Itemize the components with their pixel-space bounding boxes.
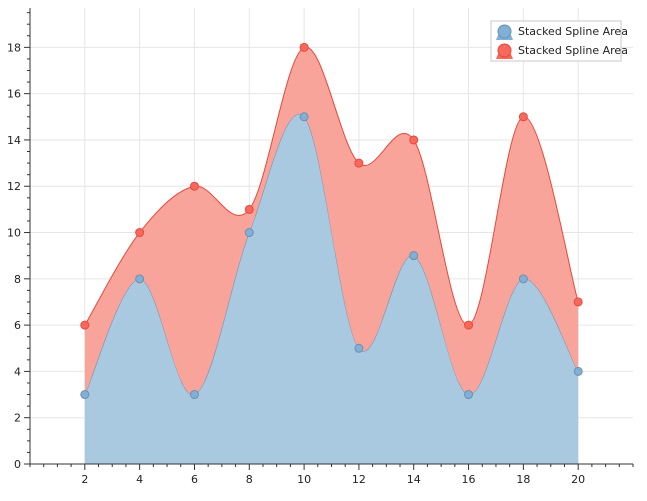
x-tick-label-0: 2 xyxy=(81,473,88,486)
y-tick-label-5: 10 xyxy=(7,227,21,240)
data-point-series-2 xyxy=(409,135,419,145)
data-point-series-1 xyxy=(80,390,90,400)
data-point-series-2 xyxy=(299,42,309,52)
data-point-series-2 xyxy=(244,204,254,214)
data-point-series-2 xyxy=(464,320,474,330)
data-point-series-1 xyxy=(299,112,309,122)
x-tick-label-2: 6 xyxy=(191,473,198,486)
y-tick-label-7: 14 xyxy=(7,134,21,147)
data-point-series-2 xyxy=(189,181,199,191)
x-tick-label-3: 8 xyxy=(246,473,253,486)
y-tick-label-4: 8 xyxy=(14,273,21,286)
y-tick-label-9: 18 xyxy=(7,41,21,54)
legend-label-series-2: Stacked Spline Area xyxy=(518,44,628,57)
axes: 0 2 4 6 8 10 12 14 16 18 2 4 6 8 10 12 14 16 18 20 xyxy=(7,8,634,486)
data-point-series-1 xyxy=(189,390,199,400)
legend: Stacked Spline Area Stacked Spline Area xyxy=(490,20,628,62)
plot-area xyxy=(84,46,579,465)
legend-marker-circle-series-1 xyxy=(497,24,512,39)
x-tick-label-8: 18 xyxy=(516,473,530,486)
y-tick-label-0: 0 xyxy=(14,458,21,471)
legend-label-series-1: Stacked Spline Area xyxy=(518,25,628,38)
data-point-series-2 xyxy=(518,112,528,122)
legend-item-series-1[interactable]: Stacked Spline Area xyxy=(496,24,628,40)
area-series-2 xyxy=(84,46,579,395)
data-point-series-1 xyxy=(244,228,254,238)
y-tick-label-3: 6 xyxy=(14,319,21,332)
data-point-series-1 xyxy=(135,274,145,284)
data-point-series-1 xyxy=(354,343,364,353)
x-tick-label-5: 12 xyxy=(352,473,366,486)
y-tick-label-6: 12 xyxy=(7,180,21,193)
x-tick-label-6: 14 xyxy=(407,473,421,486)
data-point-series-1 xyxy=(464,390,474,400)
data-point-series-2 xyxy=(573,297,583,307)
y-tick-label-8: 16 xyxy=(7,88,21,101)
x-tick-label-7: 16 xyxy=(462,473,476,486)
data-point-series-2 xyxy=(80,320,90,330)
data-point-series-1 xyxy=(518,274,528,284)
data-point-series-2 xyxy=(135,228,145,238)
data-point-series-1 xyxy=(409,251,419,261)
area-series-1 xyxy=(84,114,579,465)
x-tick-label-1: 4 xyxy=(136,473,143,486)
data-point-series-2 xyxy=(354,158,364,168)
y-tick-label-1: 2 xyxy=(14,412,21,425)
legend-item-series-2[interactable]: Stacked Spline Area xyxy=(496,43,628,59)
x-tick-label-4: 10 xyxy=(297,473,311,486)
y-tick-label-2: 4 xyxy=(14,365,21,378)
data-points xyxy=(80,42,583,400)
legend-marker-circle-series-2 xyxy=(497,43,512,58)
x-tick-label-9: 20 xyxy=(571,473,585,486)
data-point-series-1 xyxy=(573,366,583,376)
